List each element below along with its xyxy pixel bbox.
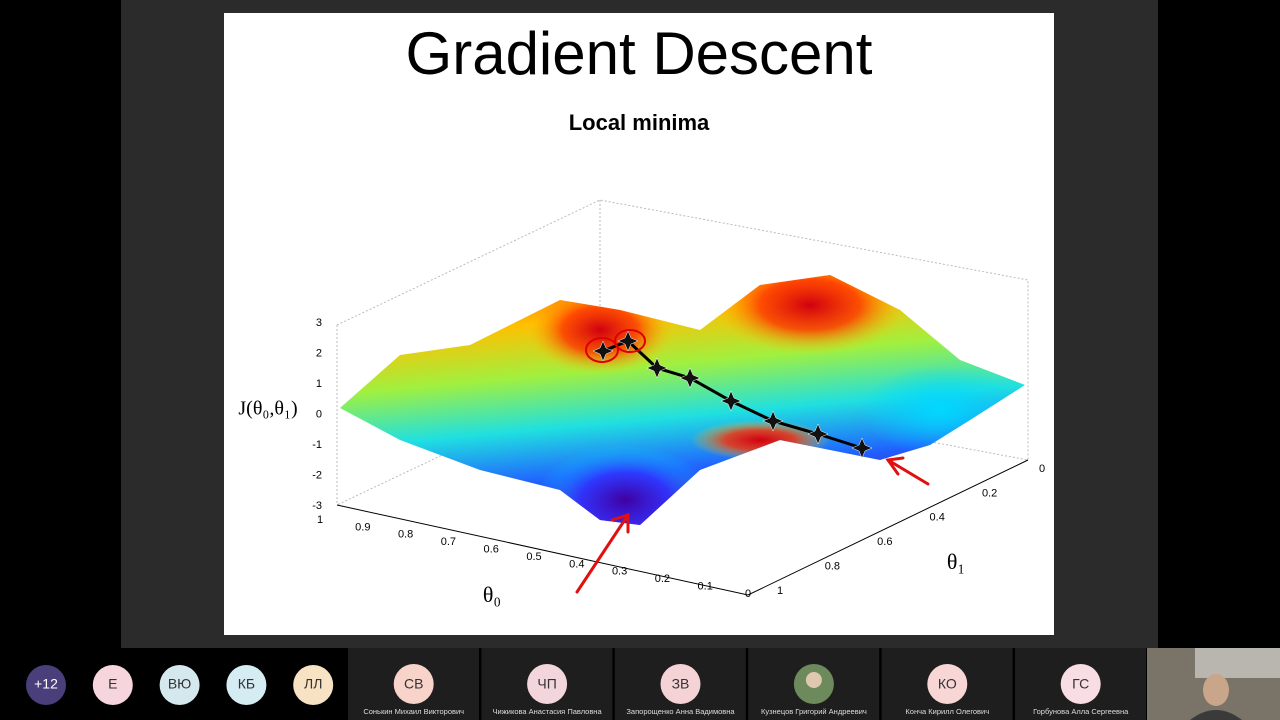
tile-avatar: [393, 664, 434, 704]
tile-name: Чижикова Анастасия Павловна: [493, 707, 603, 716]
tile-initials: СВ: [404, 676, 423, 692]
y-axis-label: θ₁: [947, 549, 965, 574]
star: [720, 390, 742, 412]
y-tick-label: 0.2: [982, 487, 997, 499]
z-tick-label: -1: [312, 439, 322, 451]
participant-initials: КБ: [238, 676, 255, 692]
z-tick-label: 2: [316, 347, 322, 359]
x-tick-label: 0.4: [569, 558, 584, 570]
participant-avatar: [26, 665, 66, 705]
star: [646, 357, 668, 379]
path-points: [592, 330, 873, 459]
z-tick-label: 3: [316, 317, 322, 329]
annotations: [575, 456, 930, 594]
z-tick-label: 0: [316, 408, 322, 420]
tile-initials: ГС: [1072, 676, 1089, 692]
ticks: 3 2 1 0 -1 -2 -3 1 0.9 0.8 0.7 0.6 0.5 0.4 0.3 0.2 0.1 0 0…: [312, 317, 1045, 600]
participant-initials: ВЮ: [168, 676, 191, 692]
axis-lines: [336, 459, 1029, 596]
x-tick-label: 0.9: [355, 521, 370, 533]
tile-avatar: [527, 664, 568, 704]
y-tick-label: 0.4: [930, 512, 945, 524]
tile-avatar: [927, 664, 968, 704]
participant-initials: +12: [34, 676, 58, 692]
x-tick-label: 0.5: [526, 551, 541, 563]
participants-bar: +12 Е ВЮ КБ ЛЛ СВ Сонькин Михаил Викторович ЧП Ч…: [26, 648, 1280, 720]
tile-name: Сонькин Михаил Викторович: [363, 707, 464, 716]
star: [679, 367, 701, 389]
self-view-wall: [1195, 648, 1280, 678]
tile-name: Запорощенко Анна Вадимовна: [626, 707, 735, 716]
x-axis-label: θ₀: [483, 582, 501, 607]
descent-path: [585, 329, 873, 459]
participant-initials: Е: [108, 676, 117, 692]
surface-shading: [525, 275, 1020, 525]
participant-avatar: [226, 665, 267, 705]
red-arrow: [885, 456, 930, 486]
z-tick-label: 1: [316, 378, 322, 390]
tile-initials: КО: [938, 676, 957, 692]
x-tick-label: 0: [745, 588, 751, 600]
surface: [340, 275, 1025, 525]
tile-avatar: [660, 664, 701, 704]
y-tick-label: 0.8: [825, 561, 840, 573]
trough: [535, 445, 715, 525]
highlight-circle: [614, 329, 646, 353]
z-tick-label: -3: [312, 500, 322, 512]
tile-photo-person: [805, 672, 822, 688]
tile-name: Кузнецов Григорий Андреевич: [761, 707, 867, 716]
slide-title: Gradient Descent: [406, 20, 873, 87]
tile-name: Конча Кирилл Олегович: [905, 707, 989, 716]
tile-name: Горбунова Алла Сергеевна: [1033, 707, 1129, 716]
y-tick-label: 0: [1039, 463, 1045, 475]
participant-initials: ЛЛ: [304, 676, 322, 692]
red-arrow: [575, 512, 630, 594]
path-line: [602, 339, 863, 450]
y-tick-label: 0.6: [877, 536, 892, 548]
star: [762, 410, 784, 432]
tile-initials: ЧП: [537, 676, 556, 692]
self-view-head: [1203, 674, 1229, 706]
highlight-circle: [585, 337, 619, 363]
x-tick-label: 1: [317, 514, 323, 526]
participant-avatar: [159, 665, 200, 705]
slide-subtitle: Local minima: [569, 110, 710, 135]
participant-avatar: [92, 665, 133, 705]
x-tick-label: 0.2: [655, 573, 670, 585]
tile-initials: ЗВ: [672, 676, 690, 692]
participant-avatar: [293, 665, 334, 705]
z-tick-label: -2: [312, 469, 322, 481]
tile-avatar: [1060, 664, 1101, 704]
x-tick-label: 0.3: [612, 566, 627, 578]
x-tick-label: 0.6: [484, 544, 499, 556]
z-axis-label: J(θ₀,θ₁): [238, 398, 297, 420]
self-view-body: [1190, 710, 1242, 720]
star: [851, 437, 873, 459]
x-tick-label: 0.1: [698, 581, 713, 593]
star: [807, 423, 829, 445]
y-tick-label: 1: [777, 585, 783, 597]
x-tick-label: 0.8: [398, 529, 413, 541]
x-tick-label: 0.7: [441, 536, 456, 548]
